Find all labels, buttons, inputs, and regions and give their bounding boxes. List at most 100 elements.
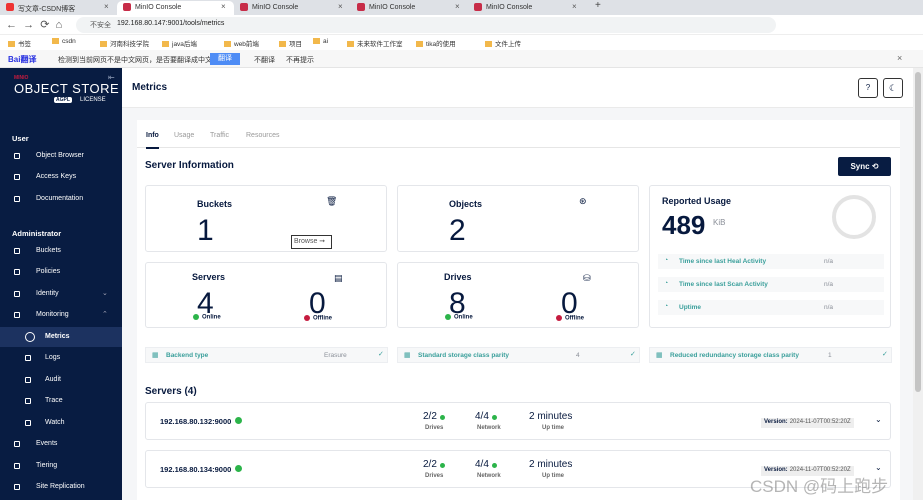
new-tab[interactable]: + xyxy=(595,0,601,11)
offline-count: 0 xyxy=(561,287,578,320)
nav-item[interactable]: Documentation xyxy=(0,189,122,209)
nav-chevron[interactable]: ⌃ xyxy=(102,311,108,318)
browser-tab[interactable]: MinIO Console × xyxy=(468,1,585,15)
objects-icon: ⊛ xyxy=(579,196,587,206)
parity-check: ✓ xyxy=(630,351,636,358)
tab-close[interactable]: × xyxy=(572,2,577,11)
page-tab[interactable]: Resources xyxy=(246,132,280,139)
tab-close[interactable]: × xyxy=(338,2,343,11)
usage-card: Reported Usage 489 KiB ◔ Time since last … xyxy=(649,185,891,328)
bookmark-icon xyxy=(224,41,231,48)
nav-icons[interactable]: ← → ⟳ ⌂ xyxy=(6,19,63,31)
stat-value: 4/4 xyxy=(475,411,489,422)
nav-item[interactable]: Logs xyxy=(0,348,122,368)
parity-label: Backend type xyxy=(166,352,209,359)
nav-icon xyxy=(14,290,20,297)
parity-item: ▦ Reduced redundancy storage class parity… xyxy=(649,347,892,363)
expand-icon[interactable]: ⌄ xyxy=(875,463,882,472)
nav-item[interactable]: Tiering xyxy=(0,456,122,476)
nav-item[interactable]: Monitoring ⌃ xyxy=(0,305,122,325)
nav-item[interactable]: Audit xyxy=(0,370,122,390)
sidebar: MINIO OBJECT STORE AGPL LICENSE ⇤ User Ob… xyxy=(0,68,122,500)
bookmark-label: ai xyxy=(323,38,329,45)
logo-product: OBJECT STORE xyxy=(14,81,120,96)
online-count: 8 xyxy=(449,287,466,320)
bucket-icon: 🗑 xyxy=(326,196,338,206)
browse-button[interactable]: Browse ➞ xyxy=(291,235,332,249)
version-label: Version: xyxy=(764,419,788,425)
uptime-value: 2 minutes xyxy=(529,459,573,470)
browse-label: Browse xyxy=(294,238,318,245)
nav-item[interactable]: Buckets xyxy=(0,241,122,261)
bookmark[interactable]: ai xyxy=(313,38,328,45)
browser-tab[interactable]: MinIO Console × xyxy=(234,1,351,15)
bookmark[interactable]: 书签 xyxy=(8,38,31,48)
nav-item[interactable]: Object Browser xyxy=(0,146,122,166)
theme-button[interactable]: ☾ xyxy=(883,78,903,98)
bookmark[interactable]: 河南科技学院 xyxy=(100,38,149,48)
tab-close[interactable]: × xyxy=(221,2,226,11)
offline-label: Offline xyxy=(313,315,332,322)
browser-tab[interactable]: 写文章-CSDN博客 × xyxy=(0,1,117,15)
help-button[interactable]: ? xyxy=(858,78,878,98)
close-icon[interactable]: × xyxy=(897,53,903,63)
page-tab[interactable]: Traffic xyxy=(210,132,230,139)
nav-item[interactable]: Watch xyxy=(0,413,122,433)
nav-icon xyxy=(14,269,20,275)
translate-button[interactable]: 翻译 xyxy=(210,53,240,65)
watermark: CSDN @码上跑步 xyxy=(750,477,889,496)
section-title: User xyxy=(12,134,29,143)
omnibox[interactable] xyxy=(76,17,776,33)
server-row[interactable]: 192.168.80.132:9000 2/2 Drives 4/4 Network 2 … xyxy=(145,402,891,440)
collapse-icon[interactable]: ⇤ xyxy=(108,73,115,82)
bookmark-label: csdn xyxy=(62,38,76,45)
browser-tab[interactable]: MinIO Console × xyxy=(351,1,468,15)
tab-icon xyxy=(357,3,365,11)
no-translate-button[interactable]: 不翻译 xyxy=(254,57,275,64)
status-dot xyxy=(492,415,497,420)
nav-label: Tiering xyxy=(36,461,58,469)
page-tab[interactable]: Info xyxy=(146,132,159,149)
nav-item[interactable]: Trace xyxy=(0,391,122,411)
nav-icon xyxy=(14,441,20,447)
nav-item[interactable]: Identity ⌄ xyxy=(0,284,122,304)
nav-item[interactable]: Metrics xyxy=(0,326,122,347)
bookmark[interactable]: 未来软件工作室 xyxy=(347,38,403,48)
scrollbar[interactable] xyxy=(913,68,923,500)
address-bar: ← → ⟳ ⌂ 不安全 192.168.80.147:9001/tools/me… xyxy=(0,15,923,35)
nav-item[interactable]: Policies xyxy=(0,262,122,282)
nav-item[interactable]: Access Keys xyxy=(0,167,122,187)
stat-label: Uptime xyxy=(679,304,702,311)
section-title: Server Information xyxy=(145,160,234,171)
header: Metrics ? ☾ xyxy=(122,68,913,108)
nav-label: Site Replication xyxy=(36,483,85,490)
browser-tab[interactable]: MinIO Console × xyxy=(117,1,234,15)
nav-chevron[interactable]: ⌄ xyxy=(102,289,108,297)
never-button[interactable]: 不再提示 xyxy=(286,57,314,64)
scroll-thumb[interactable] xyxy=(915,72,921,392)
usage-label: Reported Usage xyxy=(662,196,732,206)
bookmark[interactable]: 文件上传 xyxy=(485,38,521,48)
bookmark[interactable]: 项目 xyxy=(279,38,302,48)
nav-label: Policies xyxy=(36,268,61,275)
tab-icon xyxy=(474,3,482,11)
usage-donut xyxy=(832,195,876,239)
sync-button[interactable]: Sync ⟲ xyxy=(838,157,891,176)
page-tab[interactable]: Usage xyxy=(174,132,195,139)
bookmark[interactable]: tika的使用 xyxy=(416,38,456,48)
usage-value: 489 xyxy=(662,210,706,240)
tab-close[interactable]: × xyxy=(104,2,109,11)
nav-icon xyxy=(14,247,20,254)
nav-icon xyxy=(14,312,20,318)
nav-item[interactable]: Events xyxy=(0,434,122,454)
server-row[interactable]: 192.168.80.134:9000 2/2 Drives 4/4 Network 2 … xyxy=(145,450,891,488)
bookmark[interactable]: web前端 xyxy=(224,38,259,48)
expand-icon[interactable]: ⌄ xyxy=(875,415,882,424)
nav-icon xyxy=(25,376,31,383)
nav-label: Monitoring xyxy=(36,311,69,318)
bookmark[interactable]: csdn xyxy=(52,38,76,45)
nav-item[interactable]: Site Replication xyxy=(0,477,122,497)
tab-close[interactable]: × xyxy=(455,2,460,11)
bookmark[interactable]: java后端 xyxy=(162,38,197,48)
